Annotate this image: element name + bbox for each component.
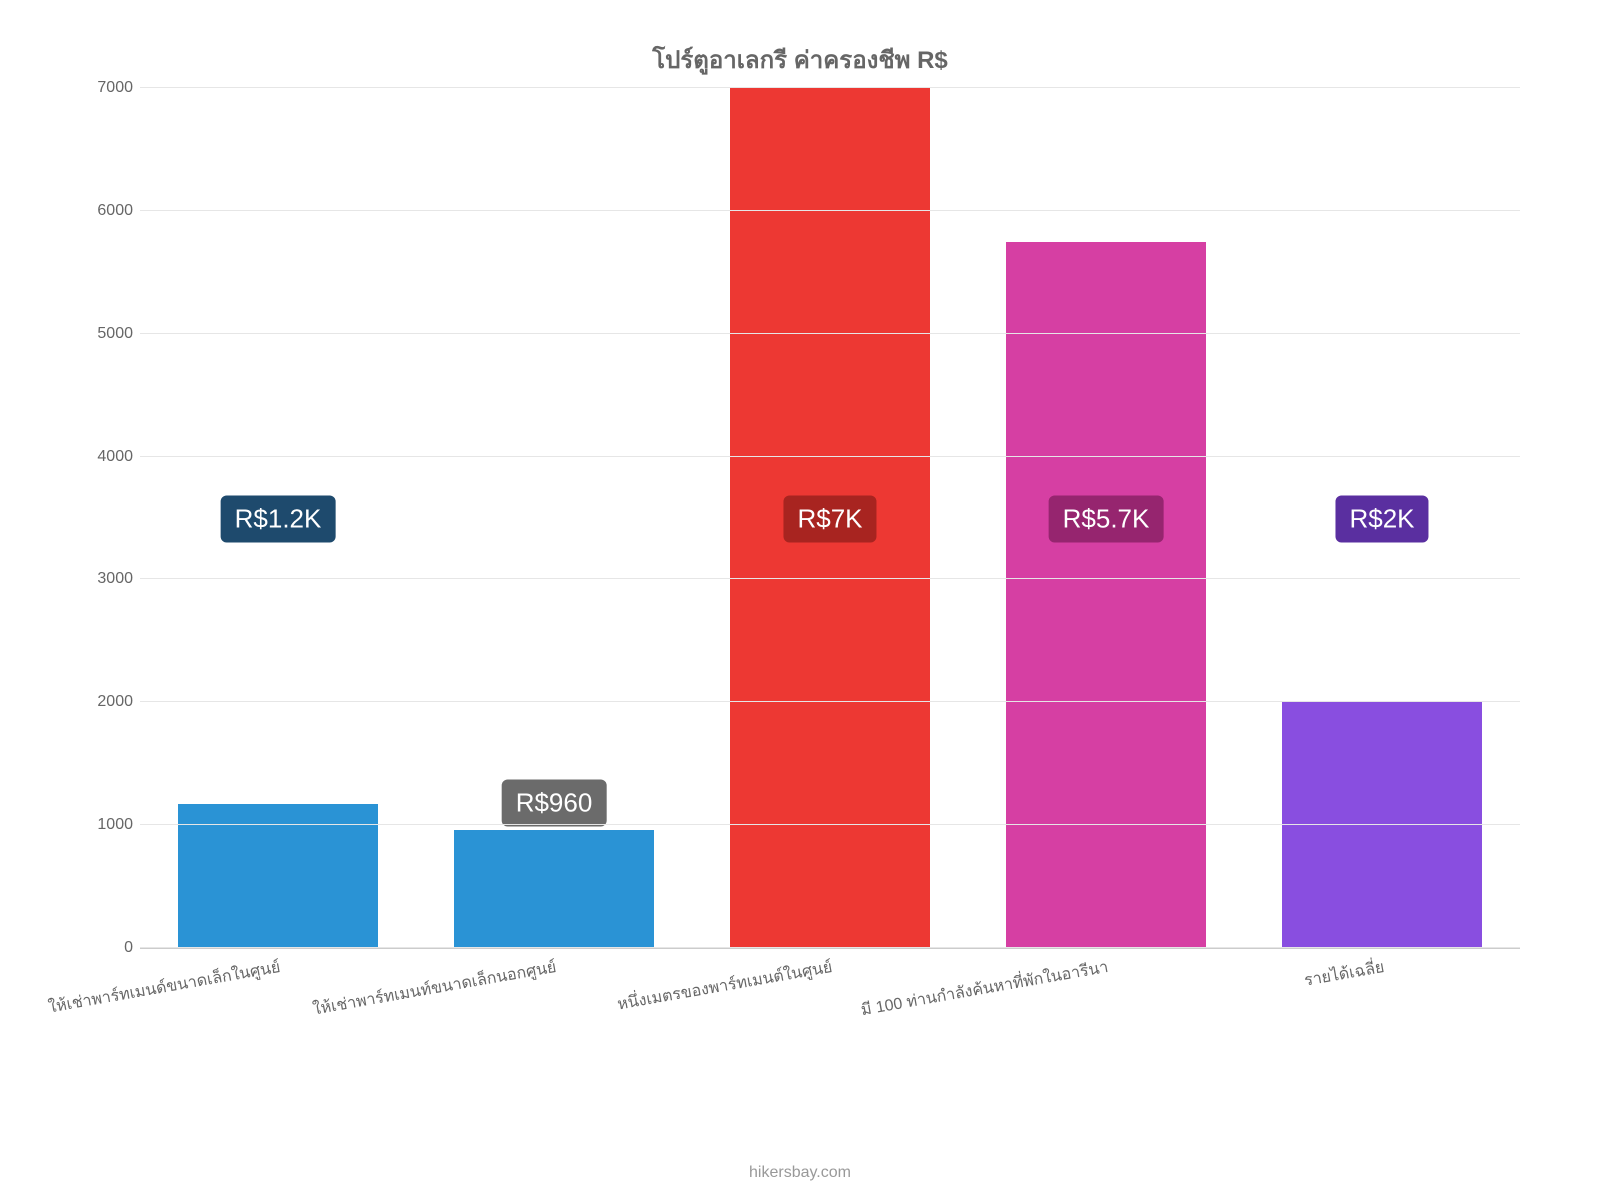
ytick-label: 2000 [85,693,133,711]
bar [454,830,654,948]
gridline [140,701,1520,702]
bar-slot: R$1.2K [140,89,416,948]
ytick-label: 0 [85,939,133,957]
bar-slot: R$5.7K [968,89,1244,948]
x-tick-label: มี 100 ท่านกำลังค้นหาที่พักในอารีนา [859,955,1110,1023]
bars-row: R$1.2K R$960 R$7K R$5.7K R$2K [140,89,1520,948]
bar-slot: R$960 [416,89,692,948]
bar-value-label: R$1.2K [221,496,336,543]
bar [1006,242,1206,948]
ytick-label: 7000 [85,79,133,97]
x-tick-label: ให้เช่าพาร์ทเมนด์ขนาดเล็กในศูนย์ [46,955,282,1020]
x-tick-label: หนึ่งเมตรของพาร์ทเมนต์ในศูนย์ [615,955,834,1017]
gridline [140,456,1520,457]
plot-area: R$1.2KR$960R$7KR$5.7KR$2K 01000200030004… [140,89,1520,949]
ytick-label: 6000 [85,202,133,220]
gridline [140,333,1520,334]
bar-value-label: R$960 [502,779,607,826]
ytick-label: 1000 [85,816,133,834]
chart-container: โปร์ตูอาเลกรี ค่าครองชีพ R$ R$1.2KR$960R… [80,40,1520,1090]
gridline [140,824,1520,825]
gridline [140,947,1520,948]
bar-slot: R$7K [692,89,968,948]
bar-value-label: R$7K [783,496,876,543]
x-tick-label: รายได้เฉลี่ย [1302,955,1386,994]
footer-credit: hikersbay.com [0,1164,1600,1182]
gridline [140,210,1520,211]
bar-value-label: R$5.7K [1049,496,1164,543]
chart-title: โปร์ตูอาเลกรี ค่าครองชีพ R$ [80,40,1520,79]
bar-slot: R$2K [1244,89,1520,948]
ytick-label: 3000 [85,570,133,588]
x-tick-label: ให้เช่าพาร์ทเมนท์ขนาดเล็กนอกศูนย์ [311,955,558,1022]
ytick-label: 4000 [85,448,133,466]
bar [178,804,378,948]
gridline [140,578,1520,579]
bar-value-label: R$2K [1335,496,1428,543]
ytick-label: 5000 [85,325,133,343]
gridline [140,87,1520,88]
x-axis: ให้เช่าพาร์ทเมนด์ขนาดเล็กในศูนย์ให้เช่าพ… [140,949,1520,1069]
